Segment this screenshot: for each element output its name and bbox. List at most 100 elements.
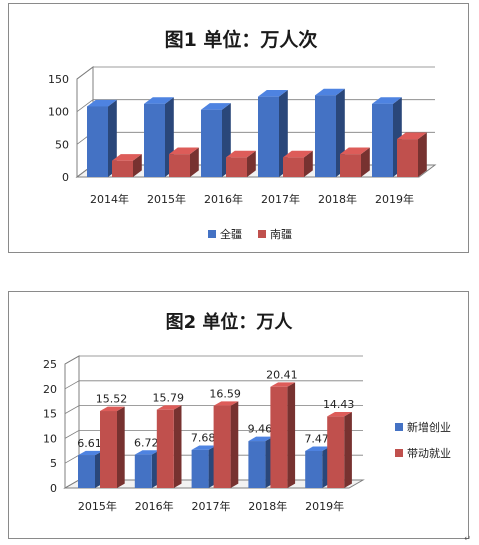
bar-side [287, 382, 296, 488]
data-label: 15.52 [96, 393, 128, 406]
data-label: 15.79 [153, 391, 185, 404]
x-category-label: 2015年 [78, 499, 117, 513]
x-category-label: 2017年 [192, 499, 231, 513]
bar-series-1 [201, 103, 231, 177]
bar-top [283, 150, 313, 158]
bar-side [361, 147, 370, 177]
bar-side [304, 150, 313, 177]
side-wall [64, 355, 80, 489]
bar-top [248, 436, 274, 442]
bar-front [201, 109, 222, 177]
gridline [76, 66, 435, 80]
legend-swatch [258, 230, 266, 238]
gridline [64, 429, 363, 439]
bar-top [156, 405, 182, 410]
bar-front [305, 450, 323, 488]
bar-top [340, 147, 370, 155]
bar-top [270, 382, 296, 387]
x-category-label: 2018年 [318, 192, 357, 206]
bar-top [112, 154, 142, 161]
y-tick-label: 50 [55, 138, 69, 151]
bar-series-1 [191, 445, 217, 488]
legend-swatch [395, 423, 403, 431]
chart-2-svg: 图2 单位：万人 0 5 10 15 20 25 2015年 2016年 2017年 2018年 20… [43, 311, 451, 513]
gridline [64, 355, 363, 365]
data-label: 6.61 [77, 437, 102, 450]
bar-front [283, 157, 304, 177]
bar-top [100, 406, 125, 412]
chart-1-svg: 图1 单位：万人次 0 50 100 150 2014年 2015年 2016年 2017年 20… [48, 28, 437, 241]
legend-label: 南疆 [270, 228, 292, 241]
bar-side [117, 406, 125, 488]
gridline [64, 405, 363, 414]
data-label: 20.41 [266, 368, 298, 381]
bar-series-2 [270, 382, 296, 488]
bar-series-2 [213, 401, 239, 488]
bar-front [144, 103, 165, 177]
bar-front [340, 154, 361, 177]
y-tick-label: 15 [43, 408, 57, 421]
x-category-label: 2014年 [90, 192, 129, 206]
bar-series-2 [156, 405, 182, 488]
bar-top [372, 97, 402, 104]
bar-front [156, 409, 174, 488]
bar-side [108, 99, 117, 177]
bar-front [213, 405, 231, 488]
bar-front [248, 441, 266, 488]
y-tick-label: 0 [62, 171, 69, 184]
bar-side [344, 412, 352, 488]
data-label: 9.46 [248, 423, 273, 436]
bar-series-1 [248, 436, 274, 488]
bar-series-1 [78, 450, 103, 488]
bar-top [169, 147, 199, 155]
bar-front [112, 160, 133, 177]
bar-top [327, 412, 352, 417]
gridline [64, 380, 363, 390]
paragraph-mark: ↵ [464, 534, 471, 543]
x-category-label: 2017年 [261, 192, 300, 206]
bar-series-1 [134, 450, 160, 488]
bar-top [144, 97, 174, 104]
bar-top [315, 88, 345, 96]
chart-panel-2: 图2 单位：万人 0 5 10 15 20 25 2015年 2016年 2017年 2018年 20… [8, 291, 469, 539]
data-label: 14.43 [323, 398, 355, 411]
chart-title: 图1 单位：万人次 [165, 28, 318, 51]
bar-side [173, 405, 182, 488]
y-tick-label: 20 [43, 383, 57, 396]
y-tick-label: 25 [43, 358, 57, 371]
bar-top [191, 445, 217, 450]
bar-side [418, 132, 427, 177]
data-label: 7.68 [191, 432, 216, 445]
y-tick-label: 150 [48, 73, 69, 86]
x-category-label: 2015年 [147, 192, 186, 206]
bar-top [201, 103, 231, 110]
bar-top [213, 401, 239, 406]
y-tick-label: 100 [48, 106, 69, 119]
y-tick-label: 10 [43, 432, 57, 445]
bar-series-2 [169, 147, 199, 177]
x-category-label: 2019年 [305, 499, 344, 513]
chart-title: 图2 单位：万人 [166, 311, 294, 333]
bar-front [372, 103, 393, 177]
legend-label: 带动就业 [407, 446, 451, 460]
bar-side [190, 147, 199, 177]
bar-top [226, 150, 256, 158]
bar-front [134, 454, 152, 488]
bar-top [78, 450, 103, 456]
bar-series-1 [305, 446, 330, 488]
data-label: 16.59 [209, 387, 241, 400]
x-category-label: 2016年 [204, 192, 243, 206]
bar-top [305, 446, 330, 451]
bar-series-2 [226, 150, 256, 177]
bar-series-1 [87, 99, 117, 177]
bar-top [87, 99, 117, 107]
bar-front [327, 416, 345, 488]
y-tick-label: 5 [50, 457, 57, 470]
bar-front [397, 139, 418, 177]
chart-panel-1: 图1 单位：万人次 0 50 100 150 2014年 2015年 2016年 2017年 20… [8, 3, 469, 253]
bar-front [100, 411, 117, 488]
bar-series-2 [327, 412, 352, 488]
bar-top [134, 450, 160, 455]
bar-side [279, 90, 288, 177]
bar-front [78, 455, 95, 488]
